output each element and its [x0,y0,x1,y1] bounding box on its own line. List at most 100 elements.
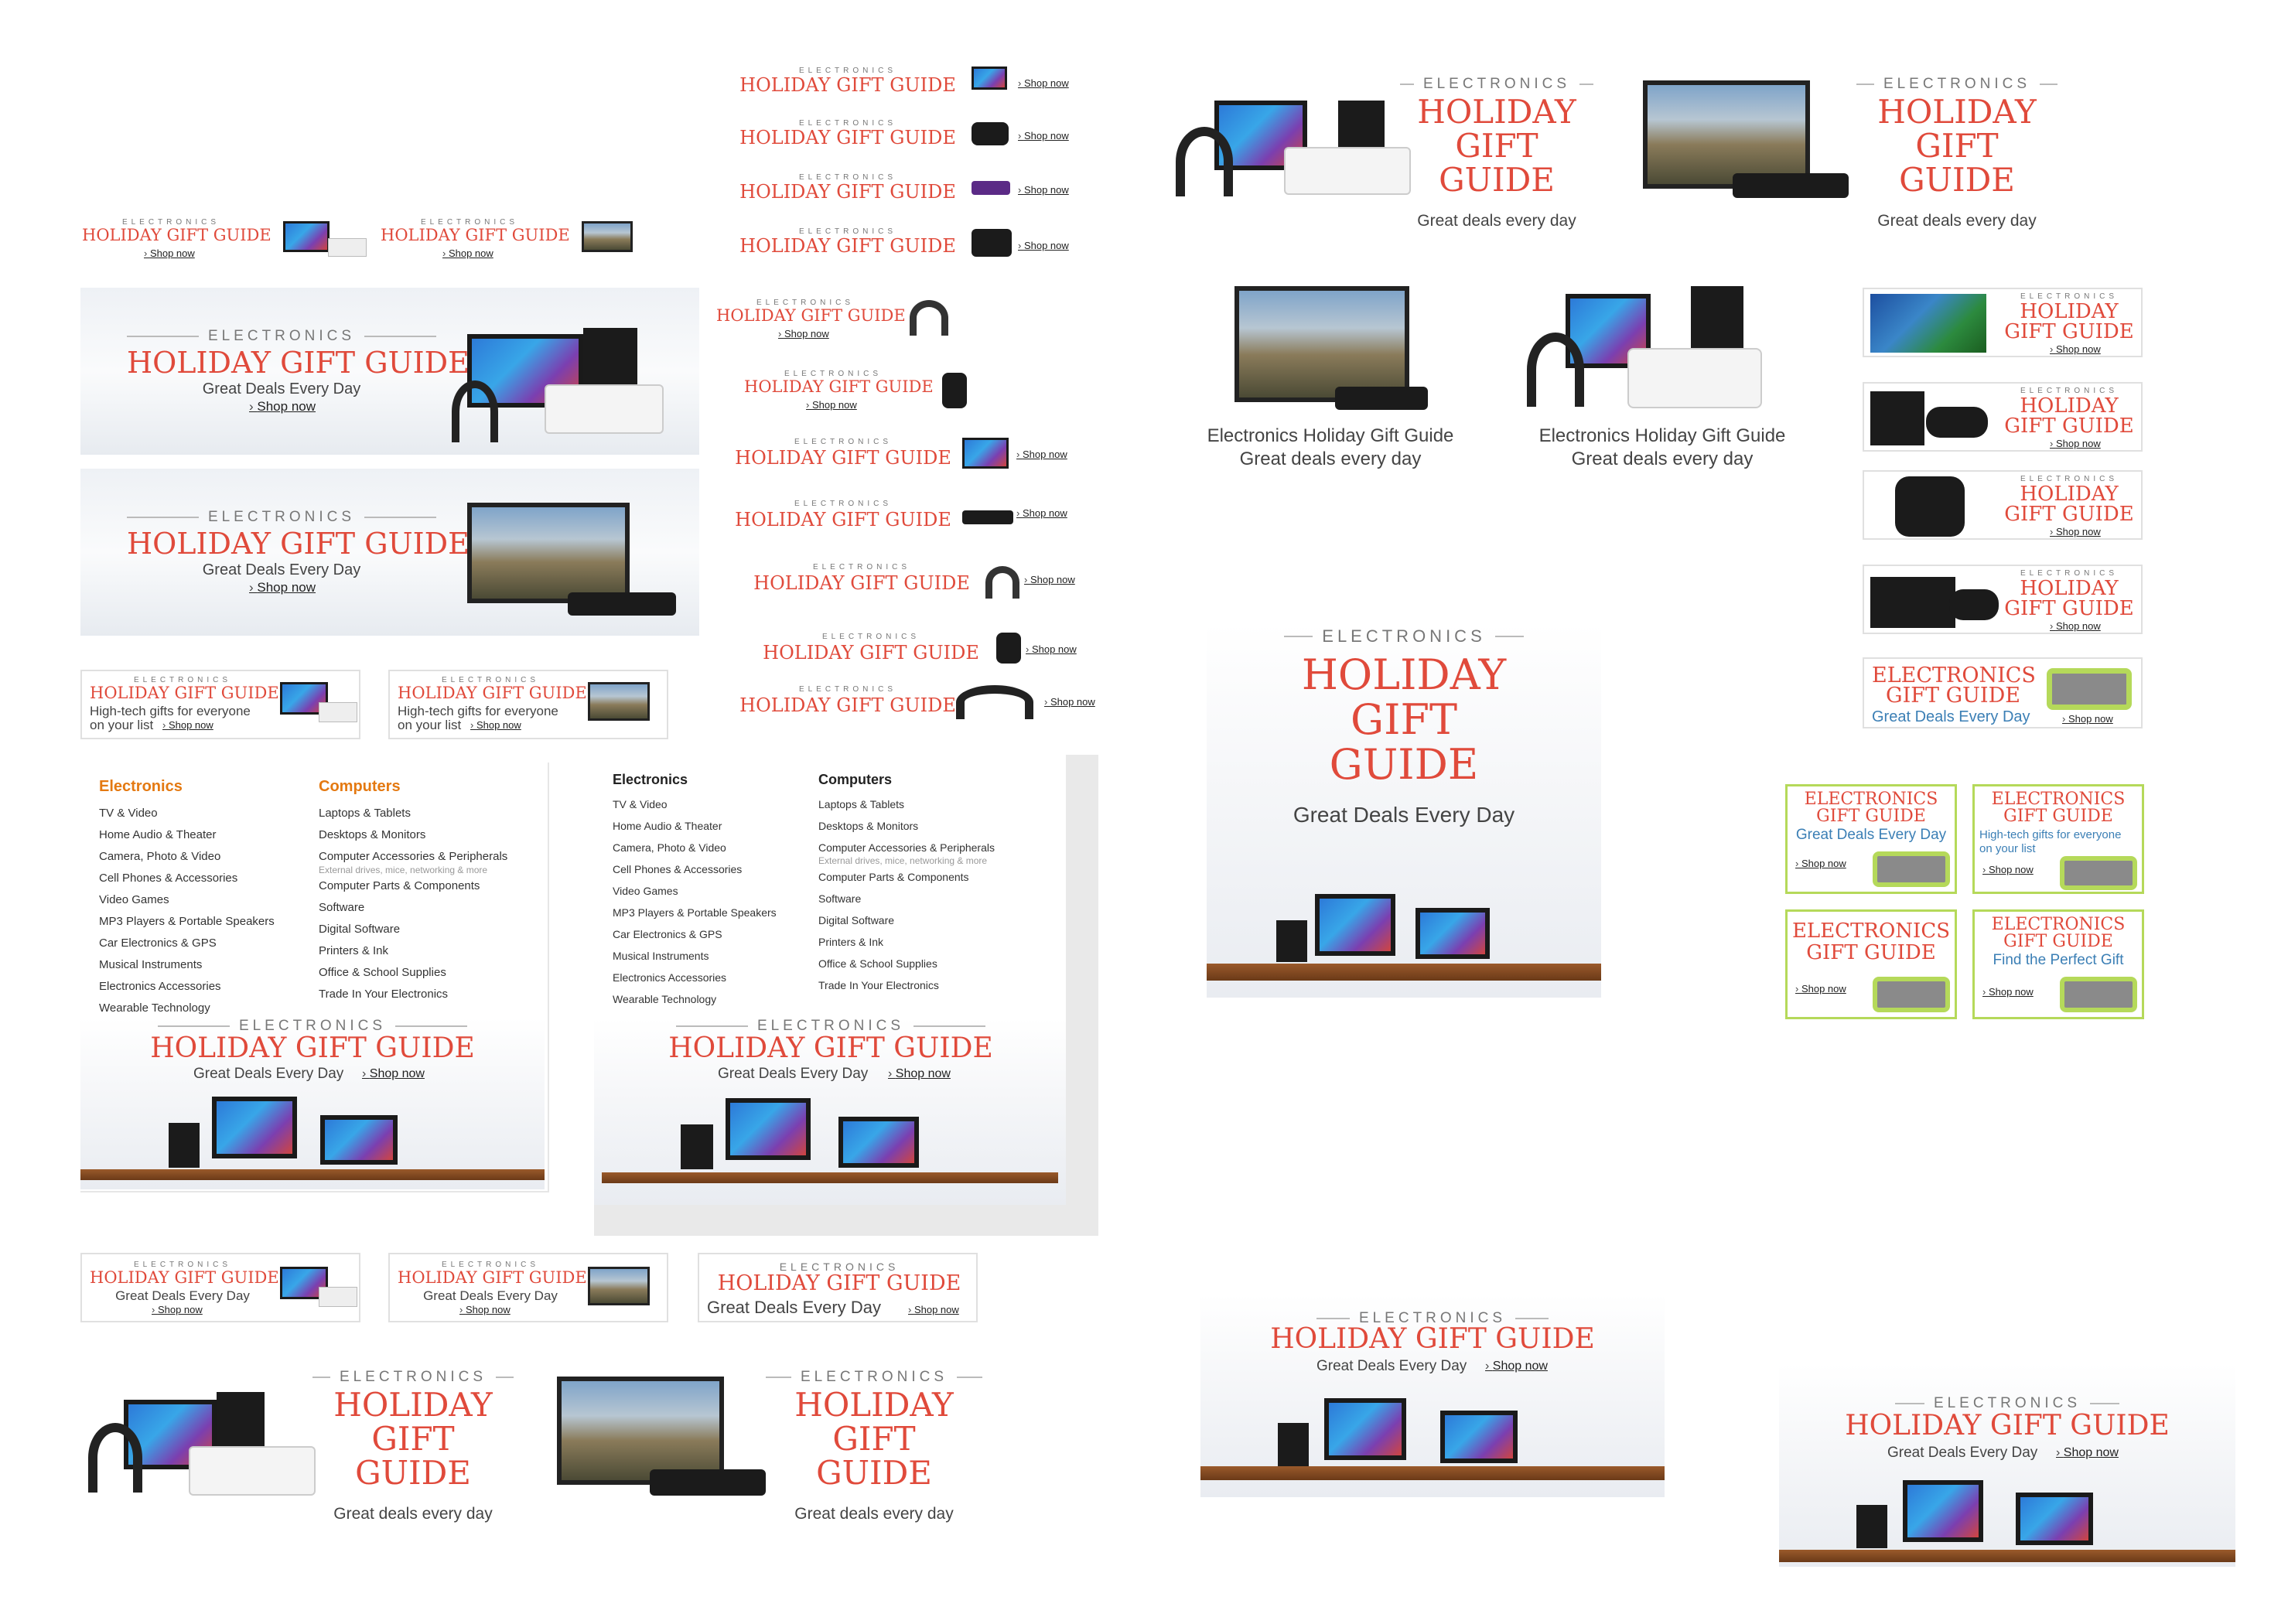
tile-bose-1[interactable]: ELECTRONICS GIFT GUIDE Great Deals Every… [1785,784,1957,894]
nav-link[interactable]: Computer Parts & Components [319,879,480,892]
banner-deals-2[interactable]: ELECTRONICS HOLIDAY GIFT GUIDE Great Dea… [388,1253,668,1322]
nav-link[interactable]: Cell Phones & Accessories [613,863,743,875]
shop-now-link[interactable]: Shop now [1982,864,2034,875]
shop-now-link[interactable]: Shop now [249,399,316,415]
shop-now-link[interactable]: Shop now [2050,343,2101,355]
nav-link[interactable]: Printers & Ink [818,936,884,948]
strip-7[interactable]: ELECTRONICS HOLIDAY GIFT GUIDE Shop now [735,438,1106,476]
strip-4[interactable]: ELECTRONICS HOLIDAY GIFT GUIDE Shop now [739,227,1111,263]
shop-now-link[interactable]: Shop now [2062,713,2113,725]
nav-link[interactable]: TV & Video [99,807,158,820]
nav-link[interactable]: Electronics Accessories [99,980,221,993]
shop-now-link[interactable]: Shop now [1982,986,2034,998]
tile-bose-4[interactable]: ELECTRONICS GIFT GUIDE Find the Perfect … [1972,909,2144,1019]
tile-bose-3[interactable]: ELECTRONICS GIFT GUIDE Shop now [1785,909,1957,1019]
tile-bose-2[interactable]: ELECTRONICS GIFT GUIDE High-tech gifts f… [1972,784,2144,894]
tile-ps4[interactable]: ELECTRONICS HOLIDAY GIFT GUIDE Shop now [1863,382,2143,452]
nav-link[interactable]: Trade In Your Electronics [319,988,449,1001]
strip-11[interactable]: ELECTRONICS HOLIDAY GIFT GUIDE Shop now [739,685,1118,728]
strip-5[interactable]: ELECTRONICS HOLIDAY GIFT GUIDE Shop now [716,299,995,342]
strip-1[interactable]: ELECTRONICS HOLIDAY GIFT GUIDE Shop now [739,67,1111,102]
shop-now-link[interactable]: Shop now [249,580,316,595]
shop-now-link[interactable]: Shop now [1018,130,1069,142]
shop-now-link[interactable]: Shop now [778,328,829,339]
nav-link[interactable]: Office & School Supplies [319,966,446,979]
nav-link[interactable]: Musical Instruments [613,950,709,962]
nav-link[interactable]: Computer Accessories & Peripherals [818,841,995,854]
banner-small-2[interactable]: ELECTRONICS HOLIDAY GIFT GUIDE Shop now [381,218,667,263]
computers-heading[interactable]: Computers [818,772,893,787]
banner-wide-center[interactable]: ELECTRONICS HOLIDAY GIFT GUIDE Great Dea… [1200,1295,1665,1497]
banner-deals-1[interactable]: ELECTRONICS HOLIDAY GIFT GUIDE Great Dea… [80,1253,360,1322]
shop-now-link[interactable]: Shop now [2050,526,2101,537]
shop-now-link[interactable]: Shop now [144,247,195,259]
shop-now-link[interactable]: Shop now [1795,858,1846,869]
shop-now-link[interactable]: Shop now [1795,983,1846,995]
nav-link[interactable]: Digital Software [818,914,895,926]
shop-now-link[interactable]: Shop now [1024,574,1075,585]
nav-link[interactable]: Software [818,892,862,905]
shop-now-link[interactable]: Shop now [1044,696,1095,708]
nav-link[interactable]: MP3 Players & Portable Speakers [613,906,777,919]
nav-link[interactable]: Printers & Ink [319,944,389,957]
banner-top-product-2[interactable]: ELECTRONICS HOLIDAY GIFT GUIDE Great dea… [1624,73,2073,243]
strip-2[interactable]: ELECTRONICS HOLIDAY GIFT GUIDE Shop now [739,119,1111,155]
banner-hightech-2[interactable]: ELECTRONICS HOLIDAY GIFT GUIDE High-tech… [388,670,668,739]
nav-link[interactable]: Software [319,901,365,914]
nav-link[interactable]: Computer Parts & Components [818,871,969,883]
nav-link[interactable]: Electronics Accessories [613,971,727,984]
shop-now-link[interactable]: Shop now [1018,184,1069,196]
nav-link[interactable]: Wearable Technology [613,993,717,1005]
nav-link[interactable]: Digital Software [319,923,401,936]
nav-link[interactable]: Computer Accessories & Peripherals [319,850,508,863]
nav-link[interactable]: Desktops & Monitors [319,828,426,841]
nav-link[interactable]: Laptops & Tablets [818,798,905,810]
nav-link[interactable]: Car Electronics & GPS [99,937,217,950]
banner-product-1[interactable]: ELECTRONICS HOLIDAY GIFT GUIDE Great dea… [80,1369,514,1539]
banner-product-2[interactable]: ELECTRONICS HOLIDAY GIFT GUIDE Great dea… [534,1369,982,1539]
nav-link[interactable]: Video Games [99,893,169,906]
nav-link[interactable]: Cell Phones & Accessories [99,872,238,885]
promo-area[interactable]: ELECTRONICS HOLIDAY GIFT GUIDE Great Dea… [594,1018,1066,1205]
shop-now-link[interactable]: Shop now [1026,643,1077,655]
strip-9[interactable]: ELECTRONICS HOLIDAY GIFT GUIDE Shop now [753,563,1094,606]
banner-snow-1[interactable]: ELECTRONICS HOLIDAY GIFT GUIDE Great Dea… [80,288,699,455]
banner-snow-2[interactable]: ELECTRONICS HOLIDAY GIFT GUIDE Great Dea… [80,469,699,636]
strip-8[interactable]: ELECTRONICS HOLIDAY GIFT GUIDE Shop now [735,500,1106,538]
banner-hightech-1[interactable]: ELECTRONICS HOLIDAY GIFT GUIDE High-tech… [80,670,360,739]
shop-now-link[interactable]: Shop now [2050,438,2101,449]
shop-now-link[interactable]: Shop now [459,1304,511,1315]
banner-top-product-1[interactable]: ELECTRONICS HOLIDAY GIFT GUIDE Great dea… [1176,73,1609,243]
shop-now-link[interactable]: Shop now [162,719,213,731]
nav-link[interactable]: Desktops & Monitors [818,820,919,832]
shop-now-link[interactable]: Shop now [470,719,521,731]
nav-link[interactable]: Trade In Your Electronics [818,979,939,991]
gg-tile-1[interactable]: Electronics Holiday Gift Guide Great dea… [1183,278,1477,479]
shop-now-link[interactable]: Shop now [1018,77,1069,89]
nav-link[interactable]: Camera, Photo & Video [99,850,221,863]
nav-link[interactable]: Video Games [613,885,678,897]
banner-deals-3[interactable]: ELECTRONICS HOLIDAY GIFT GUIDE Great Dea… [698,1253,978,1322]
nav-link[interactable]: Home Audio & Theater [613,820,722,832]
shop-now-link[interactable]: Shop now [442,247,493,259]
shop-now-link[interactable]: Shop now [908,1304,959,1315]
nav-link[interactable]: Wearable Technology [99,1001,210,1015]
nav-link[interactable]: Car Electronics & GPS [613,928,722,940]
nav-link[interactable]: Office & School Supplies [818,957,937,970]
nav-link[interactable]: MP3 Players & Portable Speakers [99,915,275,928]
gg-tile-2[interactable]: Electronics Holiday Gift Guide Great dea… [1511,278,1813,479]
computers-heading[interactable]: Computers [319,778,401,795]
shop-now-link[interactable]: Shop now [152,1304,203,1315]
nav-link[interactable]: Camera, Photo & Video [613,841,726,854]
banner-bottom-right[interactable]: ELECTRONICS HOLIDAY GIFT GUIDE Great Dea… [1779,1364,2235,1567]
banner-vertical-center[interactable]: ELECTRONICS HOLIDAY GIFT GUIDE Great Dea… [1207,623,1601,998]
electronics-heading[interactable]: Electronics [99,778,183,795]
strip-10[interactable]: ELECTRONICS HOLIDAY GIFT GUIDE Shop now [763,633,1095,676]
shop-now-link[interactable]: Shop now [888,1067,951,1081]
nav-link[interactable]: Laptops & Tablets [319,807,411,820]
shop-now-link[interactable]: Shop now [1016,507,1067,519]
banner-small-1[interactable]: ELECTRONICS HOLIDAY GIFT GUIDE Shop now [82,218,368,263]
shop-now-link[interactable]: Shop now [1016,449,1067,460]
nav-link[interactable]: Musical Instruments [99,958,203,971]
shop-now-link[interactable]: Shop now [2056,1446,2119,1460]
